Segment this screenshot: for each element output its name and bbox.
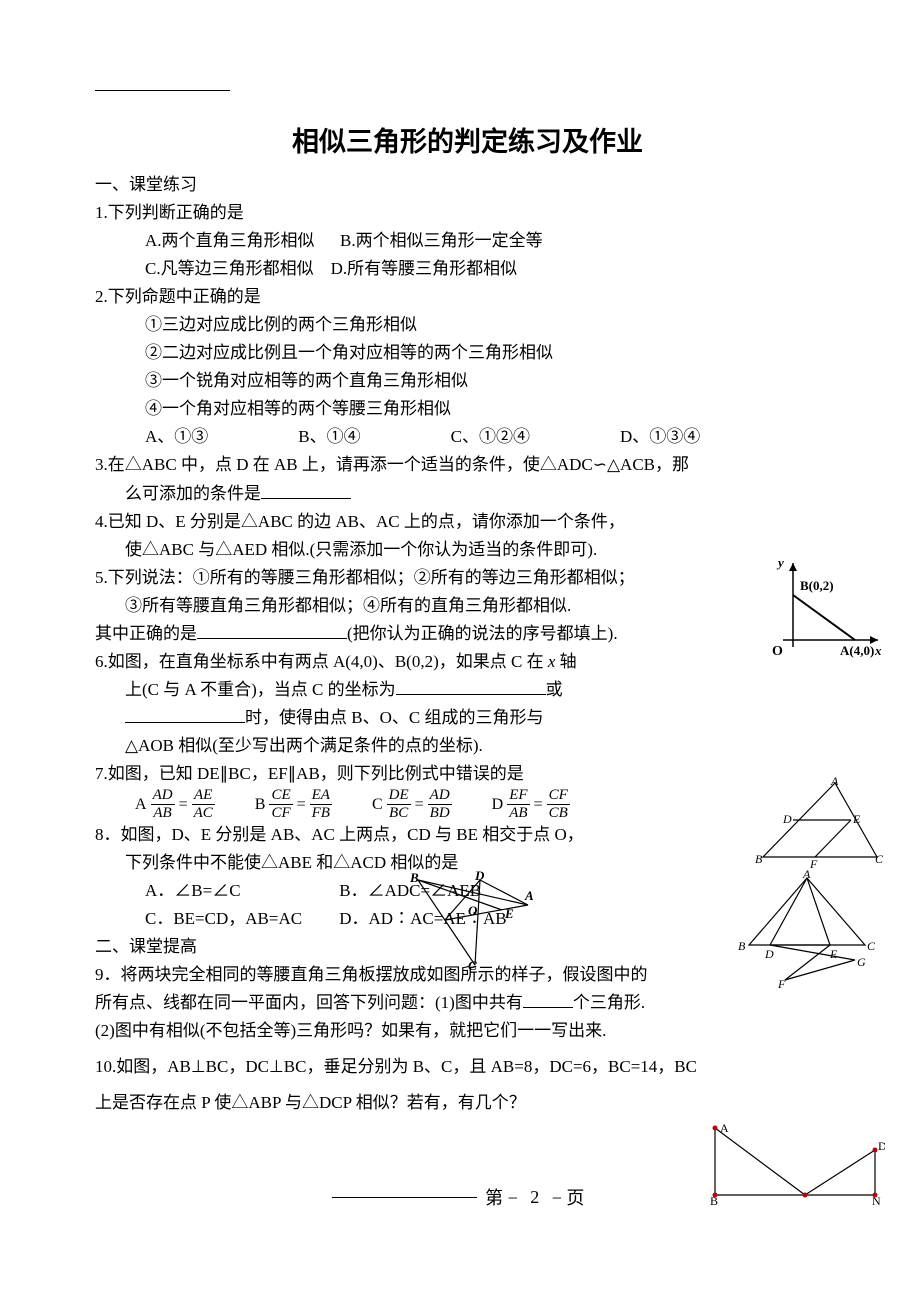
- footer-rule-left: [332, 1197, 477, 1198]
- q3-l2: 么可添加的条件是: [95, 480, 840, 508]
- q4-l2: 使△ABC 与△AED 相似.(只需添加一个你认为适当的条件即可).: [95, 536, 840, 564]
- q6-l1: 6.如图，在直角坐标系中有两点 A(4,0)、B(0,2)，如果点 C 在 x …: [95, 648, 840, 676]
- q1-opt-a: A.两个直角三角形相似: [145, 231, 315, 250]
- q5-l3b: (把你认为正确的说法的序号都填上).: [347, 624, 618, 643]
- q6-l4: △AOB 相似(至少写出两个满足条件的点的坐标).: [95, 732, 840, 760]
- q3-l1: 3.在△ABC 中，点 D 在 AB 上，请再添一个适当的条件，使△ADC∽△A…: [95, 451, 840, 479]
- q2-opt-d: D、①③④: [620, 423, 700, 451]
- q4-l1: 4.已知 D、E 分别是△ABC 的边 AB、AC 上的点，请你添加一个条件，: [95, 508, 840, 536]
- svg-text:E: E: [504, 906, 514, 921]
- q2-opt-b: B、①④: [298, 423, 360, 451]
- svg-text:G: G: [857, 955, 866, 969]
- svg-text:D: D: [782, 812, 792, 826]
- svg-text:D: D: [764, 947, 774, 961]
- footer-suffix: − 页: [547, 1188, 584, 1208]
- q6-l1a: 6.如图，在直角坐标系中有两点 A(4,0)、B(0,2)，如果点 C 在: [95, 652, 548, 671]
- svg-text:y: y: [776, 555, 784, 570]
- q3-l2-text: 么可添加的条件是: [125, 484, 261, 503]
- svg-text:B(0,2): B(0,2): [800, 578, 834, 593]
- q2-s1: ①三边对应成比例的两个三角形相似: [95, 311, 840, 339]
- svg-text:E: E: [829, 947, 838, 961]
- q5-l2: ③所有等腰直角三角形都相似；④所有的直角三角形都相似.: [95, 592, 840, 620]
- q1-stem: 1.下列判断正确的是: [95, 199, 840, 227]
- svg-text:x: x: [874, 643, 882, 658]
- svg-text:A(4,0): A(4,0): [840, 643, 874, 658]
- svg-text:B: B: [738, 939, 746, 953]
- q7-opts: A ADAB = AEAC B CECF = EAFB C DEBC = ADB…: [95, 788, 840, 821]
- svg-text:F: F: [777, 977, 786, 990]
- q5-l1: 5.下列说法：①所有的等腰三角形都相似；②所有的等边三角形都相似；: [95, 564, 840, 592]
- q1-opt-c: C.凡等边三角形都相似: [145, 259, 314, 278]
- q2-s4: ④一个角对应相等的两个等腰三角形相似: [95, 395, 840, 423]
- q1-row2: C.凡等边三角形都相似 D.所有等腰三角形都相似: [95, 255, 840, 283]
- q7-a-letter: A: [135, 796, 147, 814]
- q7-opt-c: C DEBC = ADBD: [372, 788, 452, 821]
- q9-l2a: 所有点、线都在同一平面内，回答下列问题：(1)图中共有: [95, 993, 523, 1012]
- q6-l1b: 轴: [555, 652, 576, 671]
- q9-blank: [523, 1007, 573, 1008]
- svg-text:O: O: [468, 903, 478, 918]
- svg-text:A: A: [830, 775, 839, 788]
- q2-s3: ③一个锐角对应相等的两个直角三角形相似: [95, 367, 840, 395]
- svg-text:E: E: [852, 812, 861, 826]
- q7-c-letter: C: [372, 796, 383, 814]
- svg-text:A: A: [524, 888, 534, 903]
- svg-text:B: B: [410, 870, 419, 885]
- svg-text:C: C: [867, 939, 876, 953]
- svg-text:D: D: [474, 870, 485, 883]
- svg-text:C: C: [875, 852, 884, 866]
- q6-l3a: 时，使得由点 B、O、C 组成的三角形与: [245, 708, 543, 727]
- q2-stem: 2.下列命题中正确的是: [95, 283, 840, 311]
- q1-opt-d: D.所有等腰三角形都相似: [331, 259, 518, 278]
- q8-l1: 8．如图，D、E 分别是 AB、AC 上两点，CD 与 BE 相交于点 O，: [95, 821, 840, 849]
- q5-l3: 其中正确的是 (把你认为正确的说法的序号都填上).: [95, 620, 840, 648]
- q1-opt-b: B.两个相似三角形一定全等: [340, 231, 543, 250]
- q6-l2: 上(C 与 A 不重合)，当点 C 的坐标为 或: [95, 676, 840, 704]
- section-1-heading: 一、课堂练习: [95, 171, 840, 199]
- svg-text:O: O: [772, 644, 783, 659]
- q8-opt-a: A．∠B=∠C: [145, 877, 335, 905]
- q3-blank: [261, 498, 351, 499]
- q2-opt-a: A、①③: [145, 423, 208, 451]
- q7-b-letter: B: [255, 796, 266, 814]
- q9-l2: 所有点、线都在同一平面内，回答下列问题：(1)图中共有 个三角形.: [95, 989, 840, 1017]
- q7-opt-a: A ADAB = AEAC: [135, 788, 215, 821]
- page-footer: 第 − 2 − 页: [0, 1184, 920, 1210]
- q9-l3: (2)图中有相似(不包括全等)三角形吗？如果有，就把它们一一写出来.: [95, 1017, 840, 1045]
- q7-d-letter: D: [492, 796, 504, 814]
- q9-l2b: 个三角形.: [573, 993, 645, 1012]
- q7-opt-d: D EFAB = CFCB: [492, 788, 570, 821]
- q2-opt-c: C、①②④: [451, 423, 530, 451]
- footer-prefix: 第 −: [485, 1188, 522, 1208]
- figure-q9-triangles: A B C D E F G: [735, 870, 885, 990]
- svg-text:C: C: [468, 958, 477, 970]
- document-title: 相似三角形的判定练习及作业: [95, 120, 840, 159]
- q6-blank1: [396, 694, 546, 695]
- q6-l2b: 或: [546, 680, 563, 699]
- svg-text:F: F: [809, 857, 818, 870]
- q7-opt-b: B CECF = EAFB: [255, 788, 332, 821]
- q2-opts: A、①③ B、①④ C、①②④ D、①③④: [95, 423, 840, 451]
- svg-text:B: B: [755, 852, 763, 866]
- figure-q7-triangle: A B C D E F: [755, 775, 885, 870]
- q5-blank: [197, 638, 347, 639]
- figure-q6-coordinate: O B(0,2) A(4,0) x y: [770, 555, 885, 660]
- q6-l2a: 上(C 与 A 不重合)，当点 C 的坐标为: [125, 680, 396, 699]
- q5-l3a: 其中正确的是: [95, 624, 197, 643]
- header-rule: [95, 90, 230, 91]
- q10-l1: 10.如图，AB⊥BC，DC⊥BC，垂足分别为 B、C，且 AB=8，DC=6，…: [95, 1053, 840, 1081]
- q6-blank2: [125, 722, 245, 723]
- svg-text:D: D: [878, 1139, 885, 1153]
- svg-text:A: A: [720, 1121, 729, 1135]
- q7-stem: 7.如图，已知 DE∥BC，EF∥AB，则下列比例式中错误的是: [95, 760, 840, 788]
- figure-q8-intersect: B D A E O C: [410, 870, 540, 970]
- page-number: 2: [530, 1187, 539, 1207]
- q1-row1: A.两个直角三角形相似 B.两个相似三角形一定全等: [95, 227, 840, 255]
- page-container: 相似三角形的判定练习及作业 一、课堂练习 1.下列判断正确的是 A.两个直角三角…: [0, 0, 920, 1300]
- q2-s2: ②二边对应成比例且一个角对应相等的两个三角形相似: [95, 339, 840, 367]
- svg-text:A: A: [802, 870, 811, 881]
- q8-opt-c: C．BE=CD，AB=AC: [145, 905, 335, 933]
- q10-l2: 上是否存在点 P 使△ABP 与△DCP 相似？若有，有几个？: [95, 1089, 840, 1117]
- q6-l3: 时，使得由点 B、O、C 组成的三角形与: [95, 704, 840, 732]
